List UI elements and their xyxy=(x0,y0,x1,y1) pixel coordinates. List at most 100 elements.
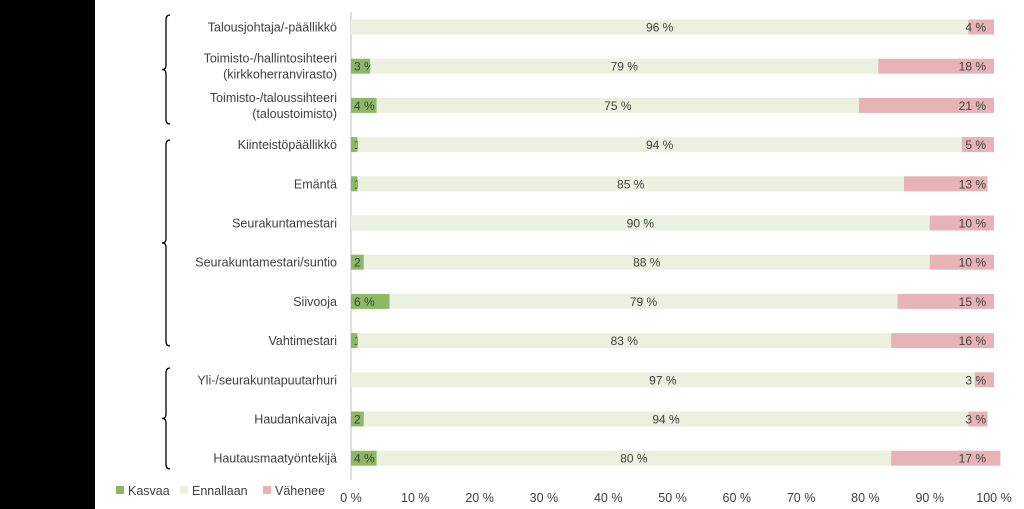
data-label-ennallaan-6: 88 % xyxy=(633,256,661,270)
bar-vähenee-7 xyxy=(897,293,994,309)
data-label-ennallaan-7: 79 % xyxy=(630,295,658,309)
data-label-ennallaan-11: 80 % xyxy=(620,452,648,466)
data-label-vähenee-4: 13 % xyxy=(959,177,987,191)
bar-kasvaa-4 xyxy=(351,176,358,192)
category-label-6: Seurakuntamestari/suntio xyxy=(195,256,337,270)
bar-kasvaa-10 xyxy=(351,411,364,427)
bar-ennallaan-11 xyxy=(376,450,892,466)
category-label-10: Haudankaivaja xyxy=(254,413,337,427)
legend-label-vähenee: Vähenee xyxy=(275,484,325,498)
bar-ennallaan-4 xyxy=(357,176,904,192)
legend-swatch-ennallaan xyxy=(180,486,188,494)
category-label-5: Seurakuntamestari xyxy=(232,217,337,231)
bar-vähenee-5 xyxy=(929,215,994,231)
data-label-ennallaan-1: 79 % xyxy=(611,60,639,74)
category-label-9: Yli-/seurakuntapuutarhuri xyxy=(197,373,337,387)
group-label-panel: a lustyö atyö xyxy=(0,0,95,509)
category-label-1-1: (kirkkoherranvirasto) xyxy=(223,68,337,82)
bar-vähenee-0 xyxy=(968,19,994,35)
category-label-1-0: Toimisto-/hallintosihteeri xyxy=(204,52,337,66)
data-label-vähenee-0: 4 % xyxy=(965,21,986,35)
legend-label-kasvaa: Kasvaa xyxy=(128,484,170,498)
group-label-1a: a xyxy=(86,225,94,241)
bar-ennallaan-3 xyxy=(357,137,962,153)
data-label-vähenee-11: 17 % xyxy=(959,452,987,466)
bar-vähenee-6 xyxy=(929,254,994,270)
x-tick-label-10: 100 % xyxy=(976,491,1011,505)
data-label-vähenee-3: 5 % xyxy=(965,138,986,152)
data-label-vähenee-10: 3 % xyxy=(965,413,986,427)
group-bracket-1 xyxy=(161,14,171,125)
category-label-11: Hautausmaatyöntekijä xyxy=(213,452,337,466)
category-label-2-1: (taloustoimisto) xyxy=(252,107,337,121)
data-label-vähenee-5: 10 % xyxy=(959,217,987,231)
bar-ennallaan-0 xyxy=(351,19,969,35)
category-label-4: Emäntä xyxy=(294,177,337,191)
x-tick-label-5: 50 % xyxy=(658,491,687,505)
bar-ennallaan-5 xyxy=(351,215,930,231)
data-label-kasvaa-11: 4 % xyxy=(354,452,375,466)
group-label-1b: lustyö xyxy=(86,246,95,262)
data-label-ennallaan-2: 75 % xyxy=(604,99,632,113)
x-tick-label-4: 40 % xyxy=(594,491,623,505)
bar-vähenee-8 xyxy=(891,333,994,349)
bar-vähenee-10 xyxy=(968,411,988,427)
bar-ennallaan-6 xyxy=(363,254,930,270)
data-label-vähenee-9: 3 % xyxy=(965,373,986,387)
bar-ennallaan-8 xyxy=(357,333,892,349)
category-label-0: Talousjohtaja/-päällikkö xyxy=(208,21,337,35)
x-tick-label-8: 80 % xyxy=(851,491,880,505)
bar-ennallaan-2 xyxy=(376,97,859,113)
group-label-2: atyö xyxy=(86,411,95,427)
data-label-kasvaa-7: 6 % xyxy=(354,295,375,309)
x-tick-label-1: 10 % xyxy=(401,491,430,505)
bar-vähenee-9 xyxy=(974,372,994,388)
bar-ennallaan-9 xyxy=(351,372,975,388)
bar-vähenee-11 xyxy=(891,450,1001,466)
bar-vähenee-3 xyxy=(961,137,994,153)
group-bracket-2 xyxy=(161,139,171,347)
data-label-ennallaan-8: 83 % xyxy=(611,334,639,348)
bar-kasvaa-2 xyxy=(351,97,377,113)
legend-swatch-kasvaa xyxy=(116,486,124,494)
data-label-ennallaan-4: 85 % xyxy=(617,177,645,191)
category-label-7: Siivooja xyxy=(293,295,337,309)
data-label-vähenee-1: 18 % xyxy=(959,60,987,74)
bar-kasvaa-11 xyxy=(351,450,377,466)
data-label-ennallaan-5: 90 % xyxy=(627,217,655,231)
data-label-ennallaan-3: 94 % xyxy=(646,138,674,152)
bar-vähenee-4 xyxy=(903,176,988,192)
data-label-kasvaa-1: 3 % xyxy=(354,60,375,74)
data-label-vähenee-2: 21 % xyxy=(959,99,987,113)
bar-kasvaa-8 xyxy=(351,333,358,349)
bar-kasvaa-7 xyxy=(351,293,390,309)
bar-ennallaan-1 xyxy=(370,58,879,74)
legend-swatch-vähenee xyxy=(263,486,271,494)
x-tick-label-0: 0 % xyxy=(340,491,362,505)
bar-kasvaa-3 xyxy=(351,137,358,153)
category-label-2-0: Toimisto-/taloussihteeri xyxy=(210,91,337,105)
bar-kasvaa-1 xyxy=(351,58,371,74)
bar-ennallaan-7 xyxy=(389,293,898,309)
x-tick-label-9: 90 % xyxy=(915,491,944,505)
bar-vähenee-2 xyxy=(858,97,994,113)
category-label-8: Vahtimestari xyxy=(268,334,337,348)
data-label-ennallaan-10: 94 % xyxy=(652,413,680,427)
data-label-vähenee-6: 10 % xyxy=(959,256,987,270)
bar-kasvaa-6 xyxy=(351,254,364,270)
x-tick-label-7: 70 % xyxy=(787,491,816,505)
bar-ennallaan-10 xyxy=(363,411,969,427)
legend-label-ennallaan: Ennallaan xyxy=(192,484,248,498)
data-label-vähenee-7: 15 % xyxy=(959,295,987,309)
group-bracket-3 xyxy=(161,367,171,470)
bar-vähenee-1 xyxy=(878,58,994,74)
x-tick-label-3: 30 % xyxy=(530,491,559,505)
data-label-ennallaan-0: 96 % xyxy=(646,21,674,35)
x-tick-label-2: 20 % xyxy=(465,491,494,505)
data-label-vähenee-8: 16 % xyxy=(959,334,987,348)
x-tick-label-6: 60 % xyxy=(723,491,752,505)
data-label-ennallaan-9: 97 % xyxy=(649,373,677,387)
data-label-kasvaa-2: 4 % xyxy=(354,99,375,113)
